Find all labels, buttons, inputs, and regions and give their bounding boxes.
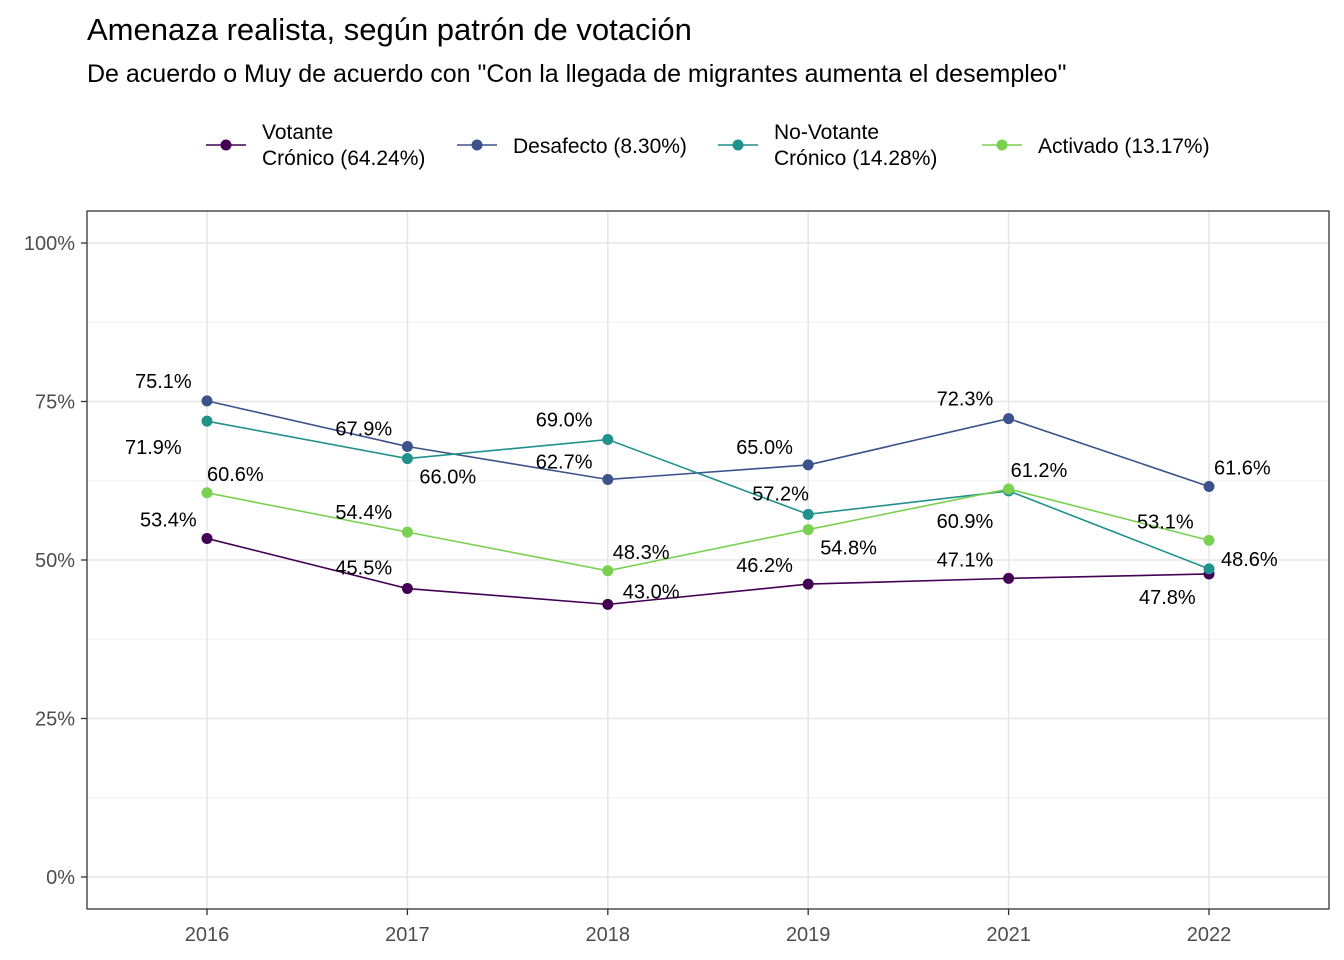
data-labels: 53.4% 45.5% 43.0% 46.2% 47.1% 47.8% 75.1% 67.9%… bbox=[125, 371, 1278, 609]
data-point bbox=[1203, 534, 1215, 546]
data-label: 61.2% bbox=[1011, 460, 1068, 482]
data-label: 47.1% bbox=[937, 549, 994, 571]
data-point bbox=[1203, 563, 1215, 575]
legend-label: Crónico (64.24%) bbox=[262, 147, 425, 170]
x-tick-label: 2016 bbox=[185, 924, 230, 946]
y-tick-label: 50% bbox=[35, 550, 75, 572]
legend-marker bbox=[471, 139, 483, 151]
y-tick-label: 100% bbox=[24, 233, 75, 255]
data-label: 43.0% bbox=[623, 581, 680, 603]
data-point bbox=[602, 434, 614, 446]
data-label: 72.3% bbox=[937, 389, 994, 411]
data-label: 57.2% bbox=[752, 483, 809, 505]
legend-item: No-Votante Crónico (14.28%) bbox=[718, 121, 937, 170]
data-label: 53.4% bbox=[140, 509, 197, 531]
legend-label: Votante bbox=[262, 121, 333, 144]
data-label: 46.2% bbox=[736, 555, 793, 577]
data-point bbox=[802, 459, 814, 471]
series-line bbox=[206, 537, 1210, 606]
data-point bbox=[802, 524, 814, 536]
series-lines bbox=[206, 400, 1210, 606]
x-tick-label: 2017 bbox=[385, 924, 430, 946]
x-tick-label: 2018 bbox=[586, 924, 631, 946]
data-label: 47.8% bbox=[1139, 587, 1196, 609]
data-point bbox=[201, 395, 213, 407]
data-label: 60.9% bbox=[937, 511, 994, 533]
data-point bbox=[201, 532, 213, 544]
legend-marker bbox=[996, 139, 1008, 151]
data-label: 53.1% bbox=[1137, 511, 1194, 533]
legend-marker bbox=[732, 139, 744, 151]
grid-lines bbox=[87, 211, 1329, 909]
data-point bbox=[802, 508, 814, 520]
data-point bbox=[401, 441, 413, 453]
data-label: 69.0% bbox=[536, 410, 593, 432]
x-tick-label: 2022 bbox=[1187, 924, 1232, 946]
data-label: 67.9% bbox=[335, 419, 392, 441]
data-label: 75.1% bbox=[135, 371, 192, 393]
legend-label: Desafecto (8.30%) bbox=[513, 135, 687, 158]
legend-item: Desafecto (8.30%) bbox=[457, 135, 687, 158]
axes: 0% 25% 50% 75% 100% 2016 2017 2018 2019 2021 2022 bbox=[24, 210, 1330, 946]
data-label: 71.9% bbox=[125, 437, 182, 459]
data-label: 54.4% bbox=[335, 502, 392, 524]
legend-label: Activado (13.17%) bbox=[1038, 135, 1210, 158]
data-label: 61.6% bbox=[1214, 457, 1271, 479]
data-point bbox=[401, 526, 413, 538]
chart-title: Amenaza realista, según patrón de votaci… bbox=[87, 12, 692, 47]
legend-item: Activado (13.17%) bbox=[982, 135, 1210, 158]
data-label: 62.7% bbox=[536, 451, 593, 473]
y-tick-label: 25% bbox=[35, 709, 75, 731]
legend-label: Crónico (14.28%) bbox=[774, 147, 937, 170]
data-point bbox=[1003, 572, 1015, 584]
legend-marker bbox=[220, 139, 232, 151]
data-label: 45.5% bbox=[335, 558, 392, 580]
series-line bbox=[206, 400, 1210, 488]
series-line bbox=[206, 488, 1210, 572]
data-point bbox=[802, 578, 814, 590]
data-label: 48.3% bbox=[613, 542, 670, 564]
x-tick-label: 2021 bbox=[986, 924, 1031, 946]
data-label: 66.0% bbox=[419, 467, 476, 489]
y-tick-label: 75% bbox=[35, 392, 75, 414]
data-point bbox=[201, 415, 213, 427]
data-label: 48.6% bbox=[1221, 549, 1278, 571]
data-point bbox=[201, 487, 213, 499]
data-point bbox=[401, 583, 413, 595]
data-label: 60.6% bbox=[207, 464, 264, 486]
x-tick-label: 2019 bbox=[786, 924, 831, 946]
data-label: 65.0% bbox=[736, 437, 793, 459]
data-point bbox=[602, 598, 614, 610]
chart-subtitle: De acuerdo o Muy de acuerdo con "Con la … bbox=[87, 60, 1067, 88]
legend-label: No-Votante bbox=[774, 121, 879, 144]
series-points bbox=[201, 395, 1215, 610]
data-point bbox=[602, 565, 614, 577]
data-label: 54.8% bbox=[820, 538, 877, 560]
legend: Votante Crónico (64.24%) Desafecto (8.30%)… bbox=[206, 121, 1210, 170]
series-line bbox=[206, 420, 1210, 570]
data-point bbox=[602, 473, 614, 485]
data-point bbox=[401, 453, 413, 465]
data-point bbox=[1003, 483, 1015, 495]
data-point bbox=[1003, 413, 1015, 425]
data-point bbox=[1203, 480, 1215, 492]
legend-item: Votante Crónico (64.24%) bbox=[206, 121, 425, 170]
y-tick-label: 0% bbox=[46, 867, 75, 889]
